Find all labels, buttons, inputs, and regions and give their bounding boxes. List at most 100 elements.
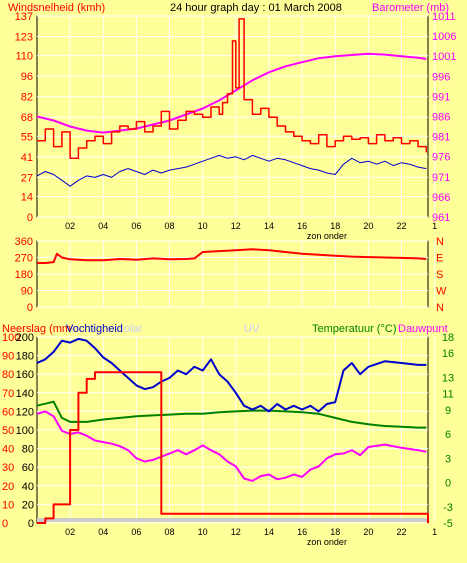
- wind-x-tick-label: 22: [396, 221, 406, 231]
- direction-compass-label: S: [436, 269, 443, 281]
- wind-x-tick-label: 16: [297, 221, 307, 231]
- wind-x-tick-label: 1: [432, 221, 437, 231]
- rain-y-tick-label: 0: [2, 518, 8, 530]
- temperature-line: [36, 400, 427, 429]
- rain-line: [37, 371, 429, 524]
- temperature-y-tick-label: -5: [443, 518, 453, 530]
- wind-y-tick-label: 0: [27, 212, 33, 224]
- humidity-y-tick-label: 20: [22, 499, 34, 511]
- barometer-y-tick-label: 1001: [432, 51, 456, 63]
- wind-gust-line: [37, 18, 428, 160]
- rain-y-tick-label: 70: [2, 388, 14, 400]
- rain-y-tick-label: 60: [2, 406, 14, 418]
- barometer-y-tick-label: 971: [432, 172, 450, 184]
- temperature-y-tick-label: -3: [443, 502, 453, 514]
- rain-x-tick-label: 16: [297, 527, 307, 537]
- direction-y-tick-label: 0: [27, 302, 33, 314]
- wind-y-tick-label: 82: [21, 92, 33, 104]
- rain-x-tick-label: 06: [131, 527, 141, 537]
- wind-x-tick-label: 10: [198, 221, 208, 231]
- barometer-y-tick-label: 966: [432, 192, 450, 204]
- humidity-y-tick-label: 180: [16, 351, 34, 363]
- rain-x-caption: zon onder: [307, 537, 347, 547]
- rain-x-tick-label: 12: [231, 527, 241, 537]
- direction-y-tick-label: 360: [15, 236, 33, 248]
- direction-y-tick-label: 270: [15, 253, 33, 265]
- rain-x-tick-label: 10: [198, 527, 208, 537]
- barometer-y-tick-label: 1006: [432, 31, 456, 43]
- wind-x-tick-label: 14: [264, 221, 274, 231]
- rain-y-tick-label: 20: [2, 481, 14, 493]
- rain-x-tick-label: 1: [432, 527, 437, 537]
- temperature-y-tick-label: 3: [445, 453, 451, 465]
- wind-y-tick-label: 14: [21, 191, 33, 203]
- temperature-y-tick-label: 9: [445, 405, 451, 417]
- chart-title: 24 hour graph day : 01 March 2008: [170, 2, 342, 14]
- direction-y-tick-label: 180: [15, 269, 33, 281]
- humidity-y-tick-label: 120: [16, 406, 34, 418]
- wind-y-tick-label: 55: [21, 131, 33, 143]
- barometer-line: [36, 52, 427, 134]
- wind-y-tick-label: 41: [21, 152, 33, 164]
- rain-x-tick-label: 04: [98, 527, 108, 537]
- barometer-y-tick-label: 1011: [432, 11, 456, 23]
- wind-x-tick-label: 20: [363, 221, 373, 231]
- dewpoint-line: [36, 410, 427, 482]
- rain-y-tick-label: 90: [2, 351, 14, 363]
- direction-compass-label: E: [436, 253, 443, 265]
- rain-x-tick-label: 18: [330, 527, 340, 537]
- wind-direction-line: [37, 248, 427, 264]
- humidity-y-tick-label: 60: [22, 462, 34, 474]
- wind-x-tick-label: 18: [330, 221, 340, 231]
- rain-axis-label: Neerslag (mm: [2, 323, 71, 335]
- rain-x-tick-label: 14: [264, 527, 274, 537]
- temperature-axis-label: Temperatuur (°C): [312, 323, 396, 335]
- humidity-y-tick-label: 160: [16, 369, 34, 381]
- wind-axis-label: Windsnelheid (kmh): [8, 2, 105, 14]
- wind-y-tick-label: 110: [15, 51, 33, 63]
- solar-axis-label: olar: [124, 323, 143, 335]
- uv-axis-label: UV: [244, 323, 260, 335]
- temperature-y-tick-label: 18: [442, 332, 454, 344]
- wind-x-caption: zon onder: [307, 231, 347, 241]
- barometer-y-tick-label: 991: [432, 91, 450, 103]
- temperature-y-tick-label: 6: [445, 429, 451, 441]
- rain-x-tick-label: 22: [396, 527, 406, 537]
- wind-x-tick-label: 06: [131, 221, 141, 231]
- barometer-y-tick-label: 981: [432, 132, 450, 144]
- wind-y-tick-label: 27: [21, 172, 33, 184]
- solar-baseline-bar: [37, 518, 428, 522]
- wind-x-tick-label: 08: [165, 221, 175, 231]
- rain-y-tick-label: 40: [2, 444, 14, 456]
- humidity-y-tick-label: 80: [22, 444, 34, 456]
- barometer-y-tick-label: 961: [432, 212, 450, 224]
- humidity-axis-label: Vochtigheid: [66, 323, 123, 335]
- barometer-y-tick-label: 996: [432, 71, 450, 83]
- wind-average-line: [36, 154, 427, 187]
- temperature-y-tick-label: 0: [445, 478, 451, 490]
- humidity-y-tick-label: 40: [22, 481, 34, 493]
- barometer-axis-label: Barometer (mb): [372, 2, 449, 14]
- humidity-y-tick-label: 100: [16, 425, 34, 437]
- rain-y-tick-label: 100: [2, 332, 20, 344]
- direction-compass-label: N: [436, 302, 444, 314]
- wind-x-tick-label: 04: [98, 221, 108, 231]
- rain-x-tick-label: 02: [65, 527, 75, 537]
- wind-x-tick-label: 12: [231, 221, 241, 231]
- rain-y-tick-label: 80: [2, 369, 14, 381]
- wind-y-tick-label: 123: [15, 32, 33, 44]
- chart-marks: 0142741556882961101231379619669719769819…: [2, 11, 456, 547]
- temperature-y-tick-label: 16: [442, 348, 454, 360]
- rain-y-tick-label: 30: [2, 462, 14, 474]
- temperature-y-tick-label: 13: [442, 372, 454, 384]
- barometer-y-tick-label: 986: [432, 112, 450, 124]
- direction-compass-label: W: [436, 286, 447, 298]
- humidity-y-tick-label: 200: [16, 332, 34, 344]
- temperature-y-tick-label: 11: [442, 389, 453, 401]
- rain-x-tick-label: 20: [363, 527, 373, 537]
- direction-compass-label: N: [436, 236, 444, 248]
- humidity-line: [36, 337, 427, 413]
- humidity-y-tick-label: 140: [16, 388, 34, 400]
- rain-y-tick-label: 50: [2, 425, 14, 437]
